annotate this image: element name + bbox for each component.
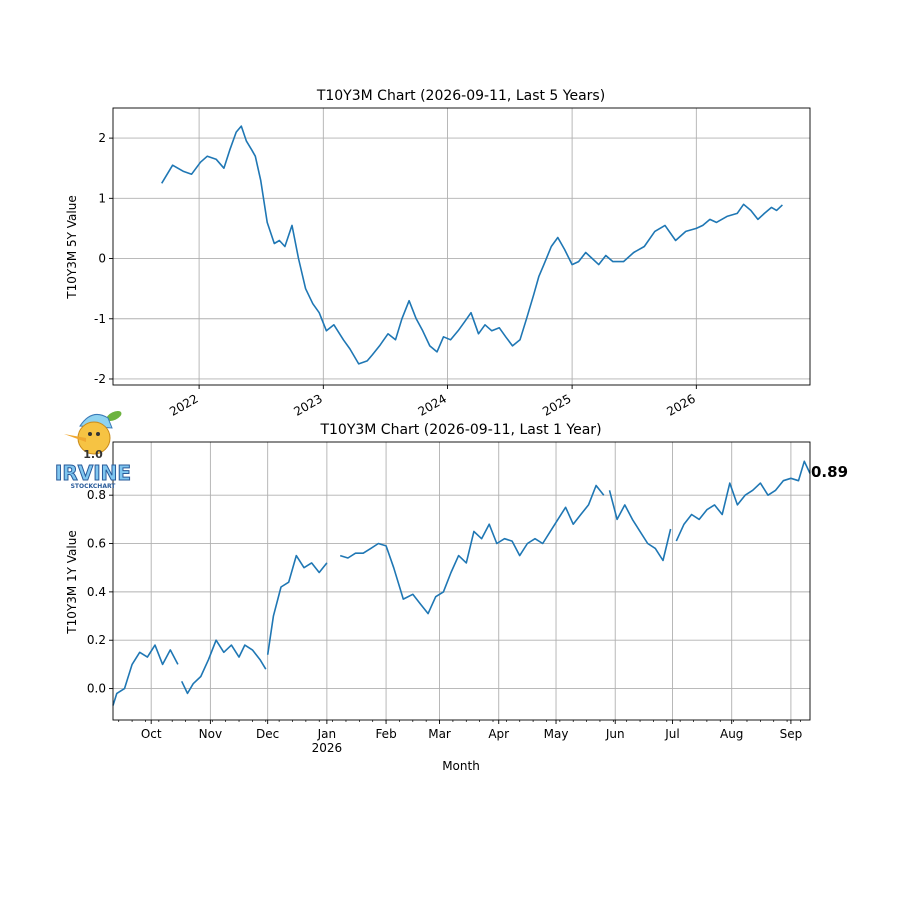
chart-5y-ylabel: T10Y3M 5Y Value <box>65 195 79 299</box>
chart-1y-ylabel: T10Y3M 1Y Value <box>65 530 79 634</box>
y-tick-label: 2 <box>98 131 106 145</box>
y-tick-label: 0 <box>98 252 106 266</box>
logo-nose-icon <box>64 434 86 442</box>
x-tick-label: Aug <box>720 727 743 741</box>
chart-1y-grid <box>113 442 810 720</box>
chart-5y-grid <box>113 108 810 385</box>
chart-5y-frame <box>112 107 811 386</box>
x-tick-label: 2024 <box>416 391 449 418</box>
logo-version: 1.0 <box>83 448 103 461</box>
series-line-segment <box>608 490 672 562</box>
series-line-segment <box>161 125 783 365</box>
chart-1y-frame <box>112 441 811 721</box>
chart-5-year: T10Y3M Chart (2026-09-11, Last 5 Years) … <box>65 88 811 419</box>
x-tick-label: Oct <box>141 727 162 741</box>
x-tick-label: Mar <box>428 727 451 741</box>
y-tick-label: 0.0 <box>87 682 106 696</box>
x-tick-label: Jan <box>317 727 337 741</box>
chart-1-year: T10Y3M Chart (2026-09-11, Last 1 Year) T… <box>65 422 848 773</box>
logo-brand: IRVINE <box>55 461 131 485</box>
chart-5y-title: T10Y3M Chart (2026-09-11, Last 5 Years) <box>316 88 605 104</box>
x-tick-label: May <box>544 727 569 741</box>
chart-5y-ticks: -2 -1 0 1 2 2022 2023 2024 2025 2026 <box>94 131 698 419</box>
x-tick-label: Dec <box>256 727 279 741</box>
y-tick-label: -2 <box>94 372 106 386</box>
x-tick-label: Jun <box>605 727 625 741</box>
x-tick-label: Jul <box>664 727 679 741</box>
y-tick-label: 1 <box>98 191 106 205</box>
x-tick-label: 2022 <box>167 391 200 418</box>
logo-leaf-icon <box>106 411 122 421</box>
logo-sub: STOCKCHART <box>71 483 117 490</box>
y-tick-label: 0.2 <box>87 633 106 647</box>
chart-1y-line-series <box>112 460 811 706</box>
y-tick-label: 0.4 <box>87 585 106 599</box>
series-line-segment <box>339 484 605 615</box>
series-line-segment <box>675 460 811 542</box>
x-tick-label: Sep <box>780 727 803 741</box>
y-tick-label: 0.6 <box>87 537 106 551</box>
series-line-segment <box>180 639 267 695</box>
x-tick-label: Feb <box>375 727 396 741</box>
x-tick-label: 2025 <box>540 391 573 418</box>
x-tick-label: 2026 <box>664 391 697 418</box>
irvine-stockchart-logo: 1.0 IRVINE STOCKCHART <box>54 411 132 490</box>
x-tick-label: Nov <box>199 727 222 741</box>
x-tick-sublabel: 2026 <box>312 741 343 755</box>
chart-5y-line-series <box>161 125 783 365</box>
last-value-label: 0.89 <box>811 463 848 481</box>
series-line-segment <box>112 644 179 706</box>
series-line-segment <box>266 554 328 655</box>
y-tick-label: -1 <box>94 312 106 326</box>
chart-1y-xlabel: Month <box>442 759 480 773</box>
y-tick-label: 0.8 <box>87 488 106 502</box>
chart-1y-title: T10Y3M Chart (2026-09-11, Last 1 Year) <box>319 422 601 438</box>
x-tick-label: 2023 <box>291 391 324 418</box>
x-tick-label: Apr <box>488 727 509 741</box>
